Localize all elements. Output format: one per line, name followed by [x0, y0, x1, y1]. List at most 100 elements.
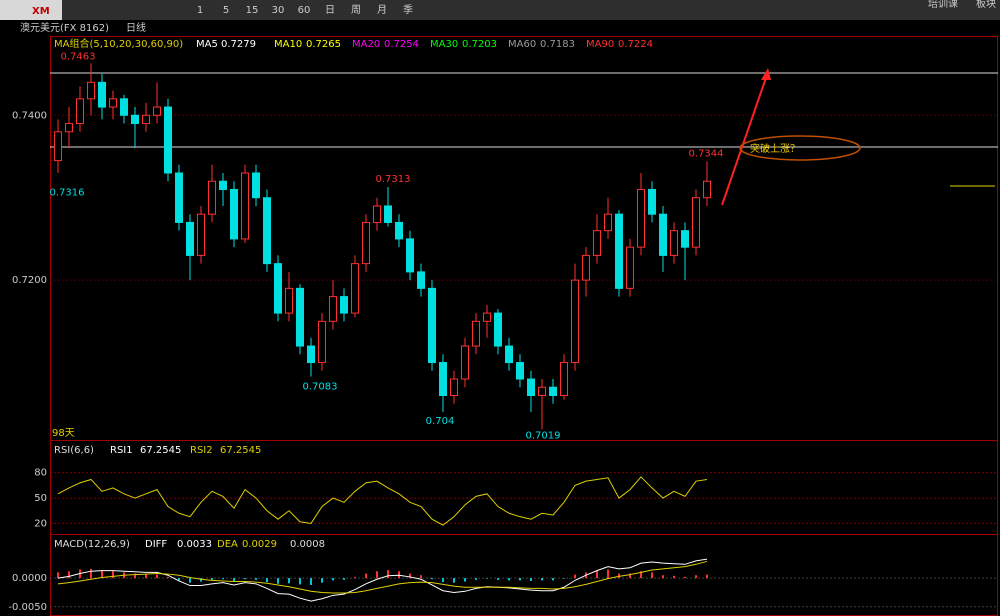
- legend-value: 0.0029: [242, 539, 277, 550]
- legend-name: DEA: [217, 539, 238, 550]
- y-tick-label: -0.0050: [8, 602, 47, 613]
- logo: XM: [32, 6, 50, 17]
- candle-body: [582, 254, 590, 281]
- candle-body: [351, 263, 359, 314]
- days-label: 98天: [52, 428, 75, 439]
- toolbar-button[interactable]: 1: [197, 5, 203, 16]
- candle-body: [340, 296, 348, 314]
- y-tick-label: 20: [34, 518, 47, 529]
- candle-body: [318, 320, 326, 364]
- candle-body: [175, 172, 183, 223]
- price-label: 0.704: [426, 416, 455, 427]
- toolbar-button[interactable]: 月: [377, 4, 387, 16]
- toolbar-button[interactable]: 周: [351, 4, 361, 16]
- price-label: 0.7019: [526, 430, 561, 441]
- toolbar: [0, 0, 1000, 20]
- legend-name: MA90: [586, 39, 614, 50]
- y-tick-label: 0.7200: [12, 275, 47, 286]
- legend-value: 67.2545: [140, 445, 181, 456]
- legend-value: 67.2545: [220, 445, 261, 456]
- candle-body: [626, 246, 634, 289]
- candle-body: [120, 98, 128, 116]
- candle-body: [406, 238, 414, 273]
- legend-name: MA20: [352, 39, 380, 50]
- y-tick-label: 0.7400: [12, 110, 47, 121]
- legend-value: 0.7265: [306, 39, 341, 50]
- legend-name: DIFF: [145, 539, 167, 550]
- price-label: 0.7083: [303, 382, 338, 393]
- price-label: 0.7316: [50, 188, 85, 199]
- candle-body: [703, 180, 711, 199]
- candle-body: [219, 180, 227, 190]
- toolbar-button[interactable]: 季: [403, 4, 413, 16]
- candle-body: [604, 213, 612, 232]
- price-label: 0.7313: [376, 174, 411, 185]
- candle-body: [538, 386, 546, 396]
- candle-body: [439, 362, 447, 396]
- dea-line: [57, 560, 708, 594]
- candle-body: [571, 279, 579, 364]
- candle-body: [54, 131, 62, 162]
- candle-body: [670, 230, 678, 256]
- candle-body: [681, 230, 689, 248]
- toolbar-button[interactable]: 培训课: [928, 0, 958, 10]
- candle-body: [494, 312, 502, 347]
- rsi-title: RSI(6,6): [54, 445, 94, 456]
- candle-body: [230, 188, 238, 240]
- candle-body: [87, 81, 95, 100]
- chart-frame: [50, 36, 998, 616]
- arrow-head: [761, 68, 771, 80]
- candle-body: [505, 345, 513, 364]
- legend-value: 0.7254: [384, 39, 419, 50]
- candle-body: [648, 188, 656, 215]
- toolbar-button[interactable]: 30: [272, 5, 285, 16]
- candle-body: [472, 320, 480, 347]
- diff-line: [57, 558, 708, 602]
- candle-body: [516, 362, 524, 380]
- candle-body: [109, 98, 117, 108]
- candle-body: [252, 172, 260, 199]
- candle-body: [483, 312, 491, 322]
- candle-body: [197, 213, 205, 256]
- toolbar-button[interactable]: 15: [246, 5, 259, 16]
- period[interactable]: 日线: [126, 21, 146, 34]
- candle-body: [307, 345, 315, 364]
- rsi-line: [57, 476, 708, 526]
- legend-name: MA5: [196, 39, 218, 50]
- legend-value: 0.0033: [177, 539, 212, 550]
- candle-body: [131, 114, 139, 125]
- macd-hist-value: 0.0008: [290, 539, 325, 550]
- legend-title: MA组合(5,10,20,30,60,90): [54, 37, 183, 50]
- candle-body: [527, 378, 535, 396]
- legend-name: MA60: [508, 39, 536, 50]
- candle-body: [417, 271, 425, 289]
- candle-body: [384, 205, 392, 223]
- candle-body: [450, 378, 458, 396]
- candle-body: [164, 106, 172, 174]
- candle-body: [395, 221, 403, 240]
- candle-body: [615, 213, 623, 289]
- legend-name: MA30: [430, 39, 458, 50]
- price-label: 0.7463: [61, 51, 96, 62]
- symbol: 澳元美元(FX 8162): [20, 21, 109, 34]
- arrow: [721, 71, 769, 206]
- annotation-ring: [739, 135, 861, 161]
- candle-body: [65, 123, 73, 133]
- candle-body: [98, 81, 106, 108]
- candle-body: [186, 221, 194, 256]
- legend-value: 0.7183: [540, 39, 575, 50]
- legend-value: 0.7224: [618, 39, 653, 50]
- y-tick-label: 0.0000: [12, 573, 47, 584]
- toolbar-button[interactable]: 5: [223, 5, 229, 16]
- candle-body: [208, 180, 216, 215]
- toolbar-button[interactable]: 60: [298, 5, 311, 16]
- candle-body: [461, 345, 469, 380]
- candle-body: [142, 114, 150, 125]
- annotation: 突破上涨？: [750, 142, 800, 155]
- candle-body: [274, 263, 282, 314]
- toolbar-button[interactable]: 板块: [976, 0, 996, 10]
- legend-value: 0.7279: [221, 39, 256, 50]
- toolbar-button[interactable]: 日: [325, 5, 335, 16]
- candle-body: [692, 197, 700, 248]
